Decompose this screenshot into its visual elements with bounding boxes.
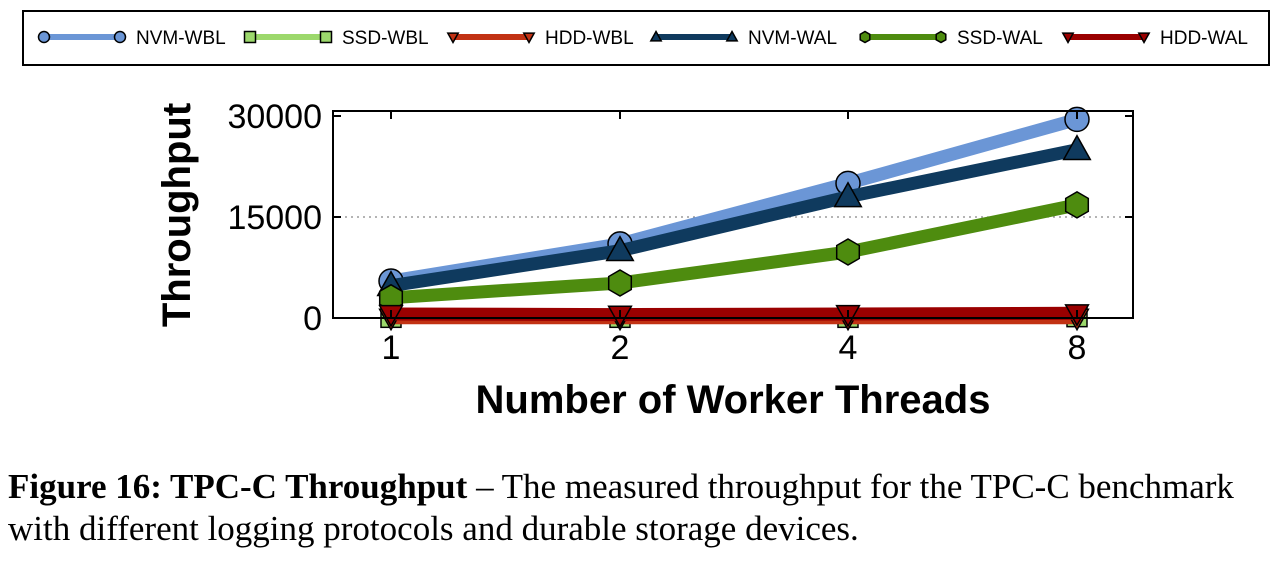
data-point-nvm-wal-4 — [833, 181, 863, 208]
caption-text: – The measured throughput for the TPC-C … — [8, 467, 1234, 548]
series-line-ssd-wal — [384, 198, 1084, 305]
legend-marker — [725, 29, 739, 42]
legend-marker — [522, 32, 536, 45]
data-point-ssd-wal-8 — [1064, 191, 1090, 219]
series-line-nvm-wbl — [384, 112, 1084, 288]
legend-marker — [649, 29, 663, 42]
x-tick-label: 1 — [382, 329, 401, 367]
legend-box — [22, 10, 1270, 66]
legend-marker — [935, 30, 947, 44]
legend-item-hdd-wal: HDD-WAL — [1061, 28, 1248, 49]
y-axis-title: Throughput — [155, 103, 199, 327]
y-tick-label: 30000 — [227, 98, 322, 136]
data-point-nvm-wbl-8 — [1064, 106, 1090, 133]
tpcc-throughput-chart: NVM-WBL SSD-WBL HDD-WBL NVM-WAL SSD-WAL HDD-W… — [22, 10, 1270, 422]
series-ssd-wal — [378, 191, 1090, 312]
series-line-hdd-wal — [384, 306, 1084, 322]
data-point-ssd-wal-4 — [835, 238, 861, 266]
legend-marker — [37, 30, 51, 44]
x-axis-title: Number of Worker Threads — [476, 378, 991, 422]
legend-label: HDD-WBL — [545, 28, 634, 49]
legend-item-nvm-wbl: NVM-WBL — [37, 28, 226, 49]
y-tick-label: 15000 — [227, 199, 322, 237]
x-tick-label: 4 — [839, 329, 858, 367]
legend-label: HDD-WAL — [1160, 28, 1248, 49]
series-line-nvm-wal — [384, 143, 1084, 293]
legend-label: NVM-WAL — [748, 28, 837, 49]
legend-label: SSD-WAL — [957, 28, 1043, 49]
legend-marker — [1137, 32, 1151, 45]
legend-item-ssd-wal: SSD-WAL — [859, 28, 1043, 49]
data-point-nvm-wal-2 — [605, 235, 635, 262]
y-tick-label: 0 — [303, 300, 322, 338]
figure-caption: Figure 16: TPC-C Throughput – The measur… — [8, 466, 1283, 550]
caption-title: Figure 16: TPC-C Throughput — [8, 467, 468, 506]
data-point-ssd-wal-2 — [607, 269, 633, 297]
legend-marker — [243, 30, 257, 44]
x-tick-label: 8 — [1068, 329, 1087, 367]
legend-label: SSD-WBL — [342, 28, 429, 49]
legend-marker — [113, 30, 127, 44]
legend-marker — [319, 30, 333, 44]
legend-marker — [859, 30, 871, 44]
plot-frame — [332, 110, 1134, 319]
legend-marker — [1061, 32, 1075, 45]
legend-item-ssd-wbl: SSD-WBL — [243, 28, 429, 49]
legend-item-hdd-wbl: HDD-WBL — [446, 28, 634, 49]
x-tick-label: 2 — [611, 329, 630, 367]
legend: NVM-WBL SSD-WBL HDD-WBL NVM-WAL SSD-WAL HDD-W… — [22, 10, 1270, 66]
data-point-nvm-wal-8 — [1062, 134, 1092, 161]
legend-marker — [446, 32, 460, 45]
legend-item-nvm-wal: NVM-WAL — [649, 28, 837, 49]
legend-label: NVM-WBL — [136, 28, 226, 49]
